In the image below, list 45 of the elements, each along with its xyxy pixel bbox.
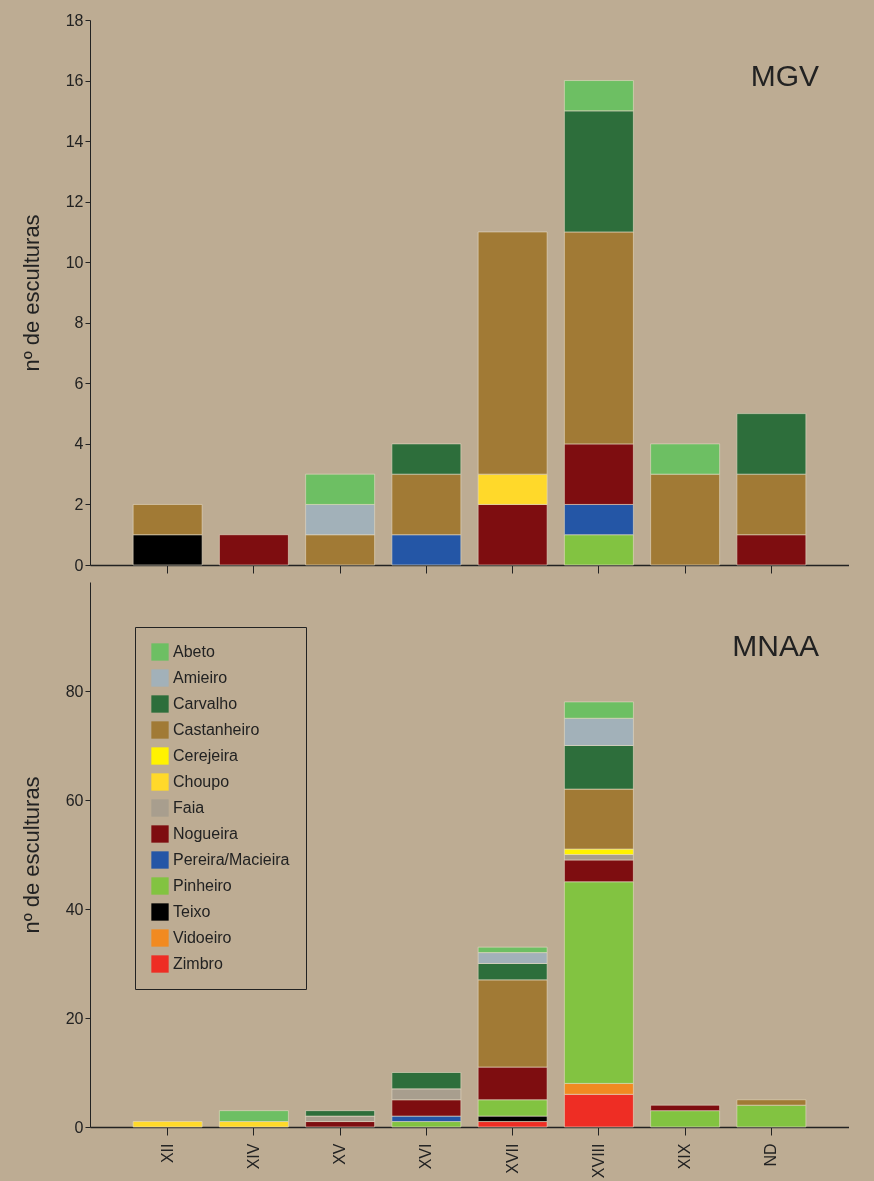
legend-label: Vidoeiro [173,929,232,946]
y-axis-title: nº de esculturas [18,214,44,372]
y-tick-label: 0 [74,556,84,574]
bar [391,1121,462,1128]
legend-label: Castanheiro [173,721,260,738]
legend-label: Zimbro [173,955,223,972]
legend-label: Pinheiro [173,877,232,894]
x-tick-label: XVIII [589,1143,607,1179]
y-tick-label: 16 [65,72,84,90]
legend-label: Nogueira [173,825,239,842]
bar [477,1121,548,1128]
y-tick-label: 8 [74,314,84,332]
legend-label: Cerejeira [173,747,239,764]
legend-label: Carvalho [173,695,238,712]
legend-label: Abeto [173,643,215,660]
legend-label: Choupo [173,773,230,790]
y-tick-label: 40 [65,900,84,918]
legend-label: Teixo [173,903,211,920]
y-tick-label: 10 [65,253,84,271]
y-tick-label: 0 [74,1118,84,1136]
y-axis-title: nº de esculturas [18,776,44,934]
y-tick-label: 12 [65,193,84,211]
y-tick-label: 14 [65,132,84,150]
x-tick-label: XVI [417,1143,435,1170]
y-tick-label: 18 [65,11,84,29]
x-tick-label: XIX [676,1143,694,1170]
y-tick-label: 2 [74,495,84,513]
y-tick-label: 60 [65,791,84,809]
legend-label: Faia [173,799,205,816]
x-tick-label: XVII [503,1143,521,1174]
text: MNAA [732,629,819,662]
x-tick-label: ND [762,1143,780,1167]
legend-label: Amieiro [173,669,228,686]
y-tick-label: 6 [74,374,84,392]
y-tick-label: 20 [65,1009,84,1027]
text: MGV [750,59,819,92]
bar [305,1121,375,1128]
bar [219,534,289,566]
x-tick-label: XIV [244,1143,262,1170]
bar [132,1121,203,1128]
y-tick-label: 80 [65,682,84,700]
y-tick-label: 4 [74,435,84,453]
x-tick-label: XII [158,1143,176,1164]
legend-label: Pereira/Macieira [173,851,290,868]
x-tick-label: XV [331,1143,349,1165]
